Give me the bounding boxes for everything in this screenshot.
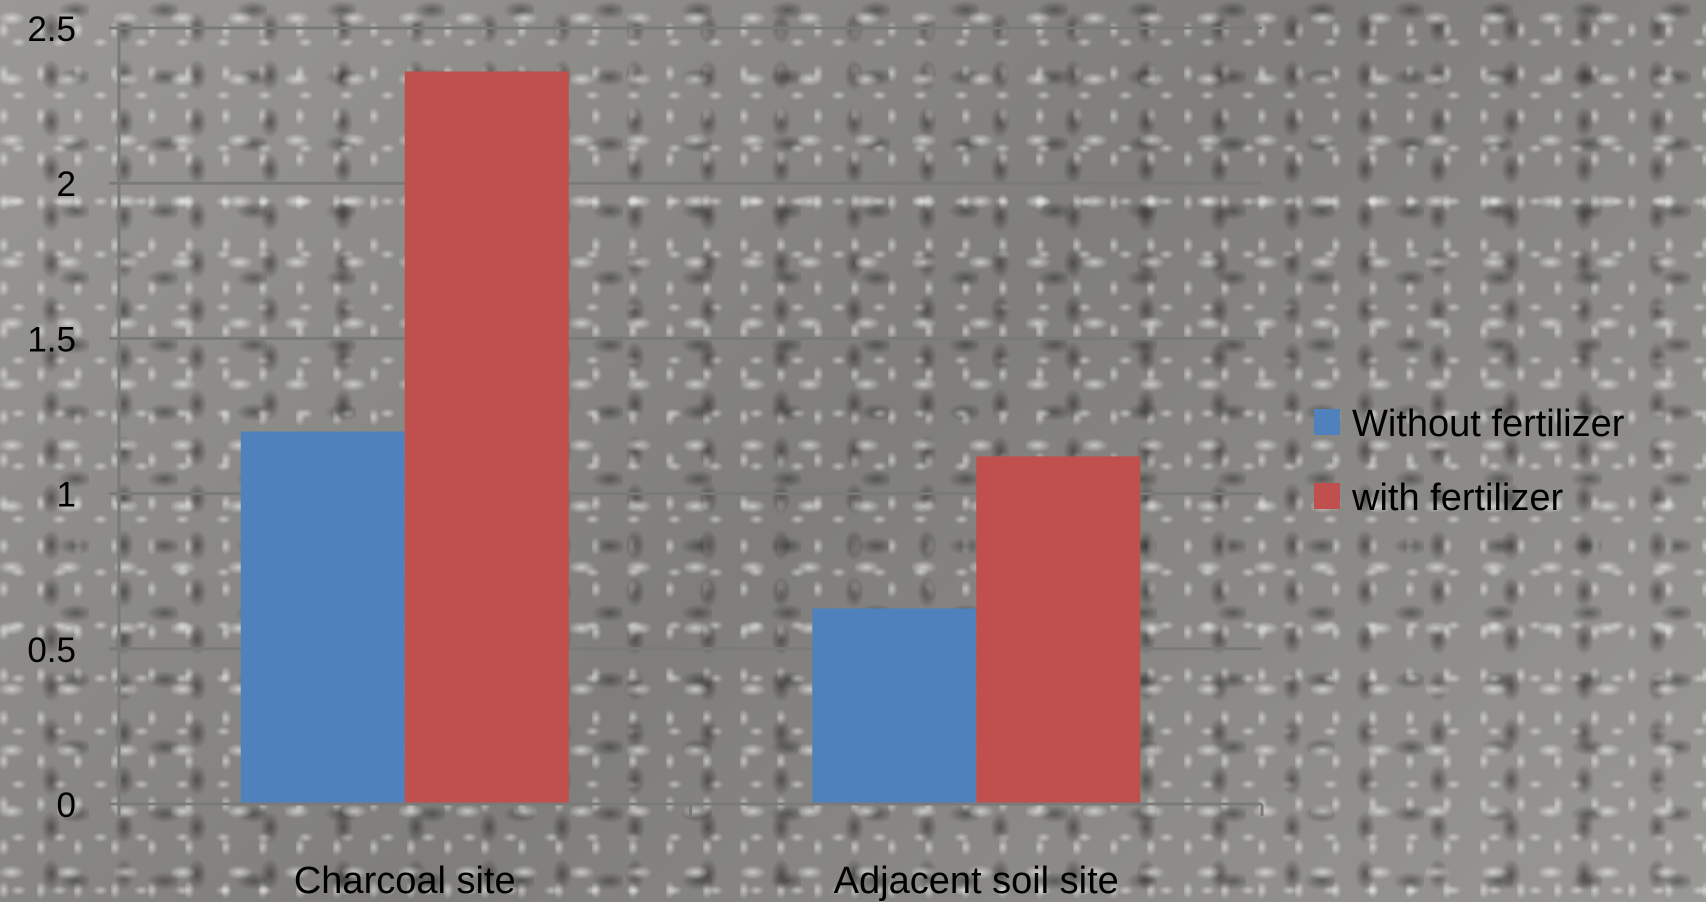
legend-label: Without fertilizer bbox=[1352, 403, 1625, 445]
y-tick-label: 1.5 bbox=[27, 320, 76, 359]
y-tick-label: 2 bbox=[57, 165, 76, 204]
y-tick-label: 0.5 bbox=[27, 631, 76, 670]
y-tick-label: 2.5 bbox=[27, 10, 76, 49]
legend-swatch bbox=[1314, 483, 1340, 509]
bar-with-fertilizer-charcoal-site bbox=[404, 71, 569, 805]
bar-with-fertilizer-adjacent-soil-site bbox=[976, 456, 1141, 804]
legend: Without fertilizer with fertilizer bbox=[1314, 403, 1625, 519]
axes bbox=[117, 28, 1264, 816]
y-tick-label: 1 bbox=[57, 476, 76, 515]
legend-label: with fertilizer bbox=[1351, 477, 1563, 519]
bar-without-fertilizer-adjacent-soil-site bbox=[812, 608, 977, 804]
bars bbox=[240, 71, 1141, 805]
x-category-label: Adjacent soil site bbox=[834, 860, 1119, 902]
y-tick-label: 0 bbox=[57, 786, 76, 825]
bar-without-fertilizer-charcoal-site bbox=[240, 431, 405, 804]
y-axis-ticks: 0 0.5 1 1.5 2 2.5 bbox=[27, 10, 119, 825]
legend-swatch bbox=[1314, 409, 1340, 435]
x-axis-labels: Charcoal site Adjacent soil site bbox=[294, 860, 1119, 902]
x-category-label: Charcoal site bbox=[294, 860, 516, 902]
